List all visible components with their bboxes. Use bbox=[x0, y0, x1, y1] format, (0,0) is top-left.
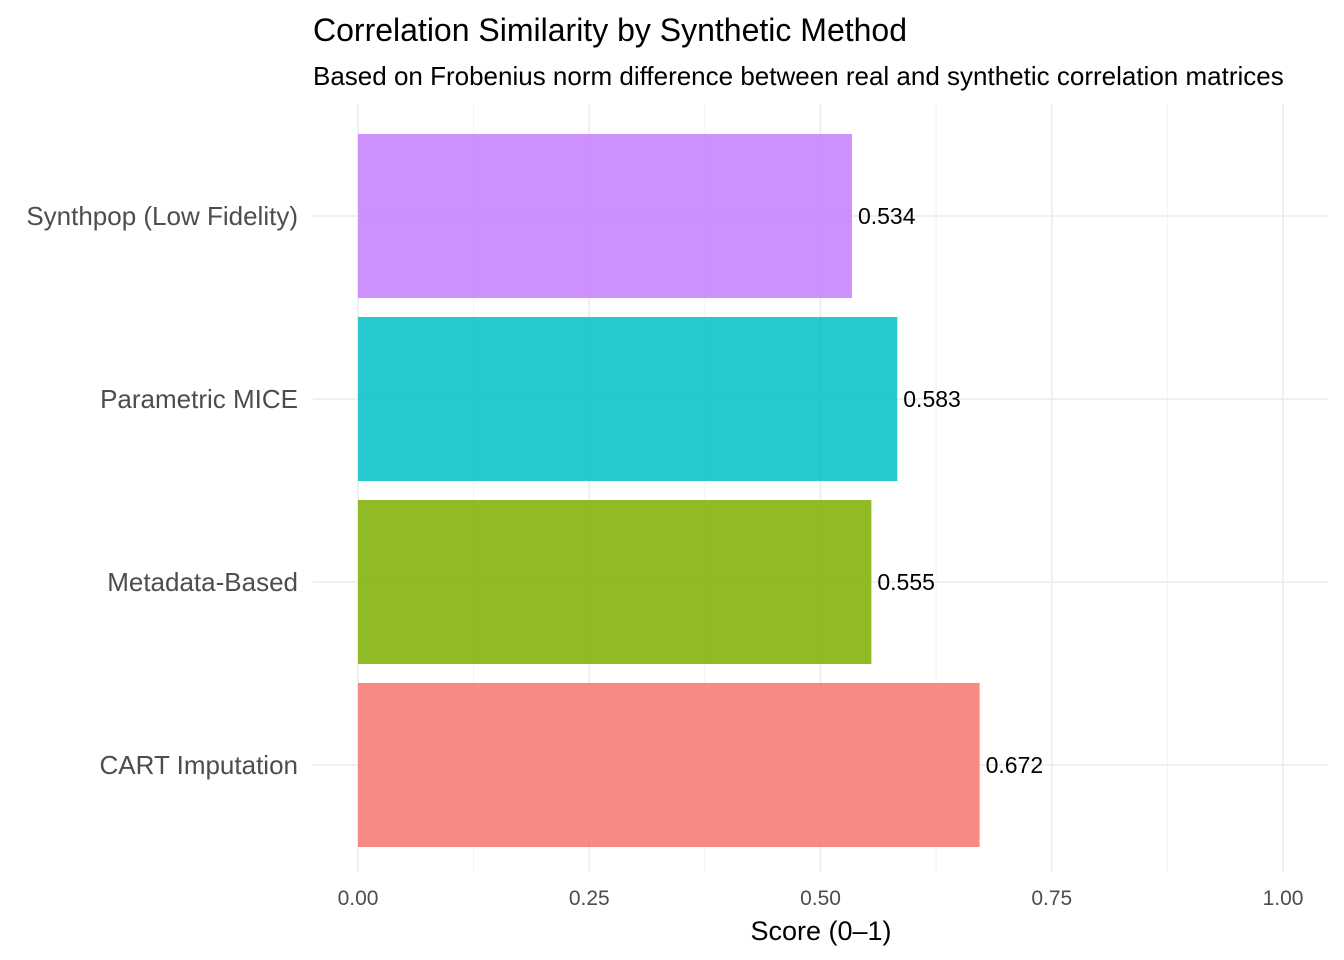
chart-title: Correlation Similarity by Synthetic Meth… bbox=[313, 12, 907, 48]
y-tick-label: Parametric MICE bbox=[100, 384, 298, 414]
bar-value-labels: 0.672 0.555 0.583 0.534 bbox=[858, 203, 1043, 778]
bar bbox=[358, 317, 898, 481]
x-tick-label: 0.25 bbox=[569, 887, 610, 910]
x-tick-label: 1.00 bbox=[1263, 887, 1304, 910]
bar bbox=[358, 134, 852, 298]
bar-value-label: 0.555 bbox=[877, 569, 935, 595]
x-tick-label: 0.00 bbox=[338, 887, 379, 910]
x-axis-tick-labels: 0.00 0.25 0.50 0.75 1.00 bbox=[338, 887, 1304, 910]
x-tick-label: 0.75 bbox=[1031, 887, 1072, 910]
y-axis-category-labels: CART Imputation Metadata-Based Parametric … bbox=[26, 201, 298, 780]
bar-value-label: 0.583 bbox=[903, 386, 961, 412]
bars bbox=[358, 134, 980, 847]
bar-value-label: 0.534 bbox=[858, 203, 916, 229]
y-tick-label: Metadata-Based bbox=[107, 567, 298, 597]
y-tick-label: CART Imputation bbox=[100, 750, 298, 780]
x-tick-label: 0.50 bbox=[800, 887, 841, 910]
bar bbox=[358, 683, 980, 847]
bar-value-label: 0.672 bbox=[986, 752, 1044, 778]
chart-subtitle: Based on Frobenius norm difference betwe… bbox=[313, 61, 1284, 91]
bar bbox=[358, 500, 872, 664]
y-tick-label: Synthpop (Low Fidelity) bbox=[26, 201, 298, 231]
x-axis-title: Score (0–1) bbox=[750, 916, 891, 946]
